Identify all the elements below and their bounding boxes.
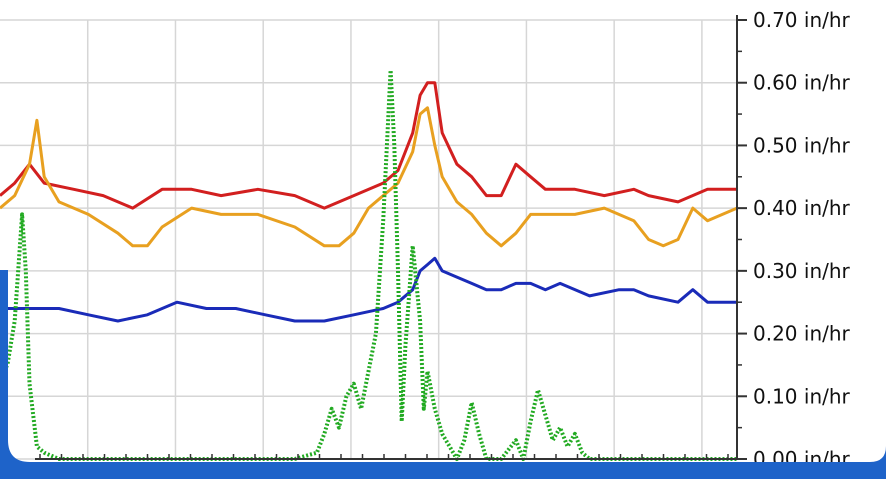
y-tick-label: 0.40 in/hr (753, 196, 851, 220)
y-tick-label: 0.30 in/hr (753, 259, 851, 283)
series-lines (0, 68, 738, 461)
y-axis: 0.00 in/hr0.10 in/hr0.20 in/hr0.30 in/hr… (35, 8, 851, 471)
y-tick-label: 0.20 in/hr (753, 322, 851, 346)
y-tick-label: 0.60 in/hr (753, 71, 851, 95)
grid (0, 19, 737, 460)
series-line-2 (0, 106, 738, 248)
series-line-3 (0, 256, 737, 323)
y-tick-label: 0.70 in/hr (753, 8, 851, 32)
y-tick-label: 0.50 in/hr (753, 133, 851, 157)
series-line-4 (0, 68, 737, 461)
series-line-1 (0, 81, 737, 210)
y-tick-label: 0.10 in/hr (753, 384, 851, 408)
